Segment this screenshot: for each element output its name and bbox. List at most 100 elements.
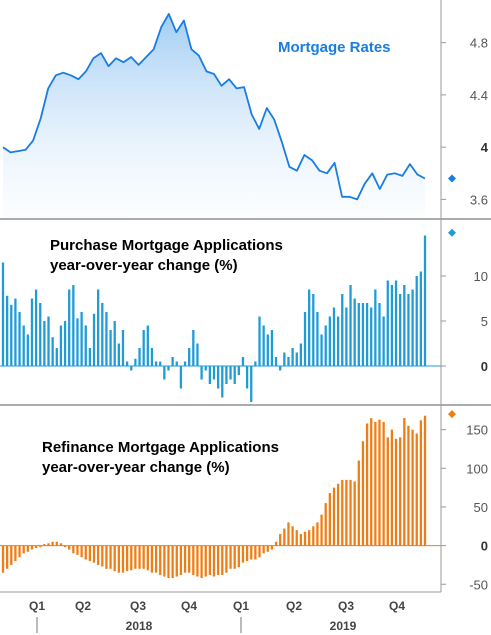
purchase-bar (291, 348, 294, 366)
purchase-bar (39, 303, 42, 366)
refinance-bar (287, 522, 290, 546)
refinance-bar (237, 545, 240, 568)
purchase-bar (80, 312, 83, 366)
refinance-bar (138, 545, 141, 569)
purchase-bar (225, 366, 228, 384)
purchase-bar (43, 321, 46, 366)
refinance-bar (279, 534, 282, 546)
refinance-bar (196, 545, 199, 577)
rates-y-tick-label: 4 (481, 140, 489, 155)
refinance-bar (43, 544, 46, 546)
purchase-bar (361, 303, 365, 366)
purchase-bar (51, 337, 54, 366)
refinance-bar (105, 545, 108, 569)
purchase-bar (266, 334, 269, 366)
refinance-bar (229, 545, 232, 569)
x-quarter-label: Q2 (75, 599, 91, 613)
purchase-bar (295, 352, 298, 366)
purchase-bar (212, 366, 216, 380)
purchase-title-line-1: Purchase Mortgage Applications (50, 237, 283, 254)
purchase-bar (159, 361, 162, 366)
refinance-bar (374, 421, 377, 546)
refinance-bar (72, 545, 75, 554)
purchase-bar (407, 294, 410, 366)
purchase-bar (188, 348, 191, 366)
refinance-bar (341, 479, 344, 546)
purchase-bar (386, 280, 389, 366)
refinance-bar (316, 522, 319, 546)
purchase-bar (196, 343, 199, 366)
purchase-bar (217, 366, 220, 389)
purchase-bar (378, 303, 381, 366)
refinance-bar (134, 545, 137, 569)
refinance-bar (390, 429, 394, 546)
refinance-bar (63, 545, 67, 548)
purchase-bar (345, 307, 348, 366)
rate-area-fill (3, 13, 425, 220)
refinance-bar (303, 531, 307, 546)
refinance-bar (254, 545, 257, 560)
refinance-bar (101, 545, 104, 567)
refinance-bars (1, 415, 427, 579)
purchase-bar (365, 303, 369, 366)
refinance-bar (245, 545, 249, 562)
purchase-bar (332, 307, 336, 366)
purchase-bar (1, 262, 5, 366)
refinance-bar (250, 545, 253, 560)
refinance-bar (163, 545, 166, 577)
purchase-bar (320, 334, 323, 366)
purchase-bar (121, 330, 125, 366)
refinance-bar (97, 545, 100, 565)
refinance-latest-marker (448, 410, 456, 419)
refinance-y-ticks: -50 0 50 100 150 (441, 423, 488, 592)
purchase-bar (308, 289, 311, 366)
purchase-bar (299, 343, 303, 366)
refinance-bar (109, 545, 112, 569)
purchase-bar (254, 361, 257, 366)
refinance-bar (241, 545, 245, 563)
refinance-bar (146, 545, 149, 571)
refinance-bar (320, 514, 323, 546)
purchase-bar (138, 348, 141, 366)
refinance-bar (394, 438, 398, 546)
purchase-bar (324, 325, 327, 366)
refinance-bar (217, 545, 220, 575)
purchase-bar (221, 366, 224, 398)
refinance-bar (283, 528, 286, 546)
x-quarter-label: Q2 (286, 599, 302, 613)
refinance-y-tick-label: 50 (474, 500, 488, 515)
panel-refinance-applications: Refinance Mortgage Applications year-ove… (0, 410, 488, 592)
purchase-bar (109, 330, 112, 366)
purchase-bar (204, 366, 207, 371)
purchase-bar (14, 298, 17, 366)
refinance-bar (332, 487, 336, 546)
purchase-bar (183, 361, 187, 366)
purchase-bar (312, 294, 315, 366)
refinance-bar (328, 493, 331, 546)
refinance-bar (188, 545, 191, 573)
refinance-bar (68, 545, 71, 550)
purchase-bar (287, 357, 290, 366)
refinance-bar (179, 545, 183, 575)
purchase-bar (374, 289, 377, 366)
purchase-bar (270, 330, 274, 366)
refinance-bar (150, 545, 154, 573)
refinance-bar (26, 545, 29, 552)
purchase-bar (208, 366, 212, 384)
purchase-bar (92, 313, 96, 366)
refinance-bar (291, 526, 294, 546)
refinance-bar (365, 423, 369, 546)
purchase-bar (336, 316, 340, 366)
purchase-bar (341, 294, 344, 366)
purchase-bar (279, 366, 282, 371)
purchase-bar (415, 276, 418, 366)
refinance-bar (30, 545, 34, 550)
refinance-bar (225, 545, 228, 573)
refinance-bar (200, 545, 203, 579)
purchase-bar (394, 280, 398, 366)
rates-y-tick-label: 4.4 (470, 88, 488, 103)
refinance-bar (113, 545, 116, 572)
purchase-bar (72, 285, 75, 366)
refinance-bar (266, 545, 269, 552)
refinance-bar (34, 545, 38, 548)
